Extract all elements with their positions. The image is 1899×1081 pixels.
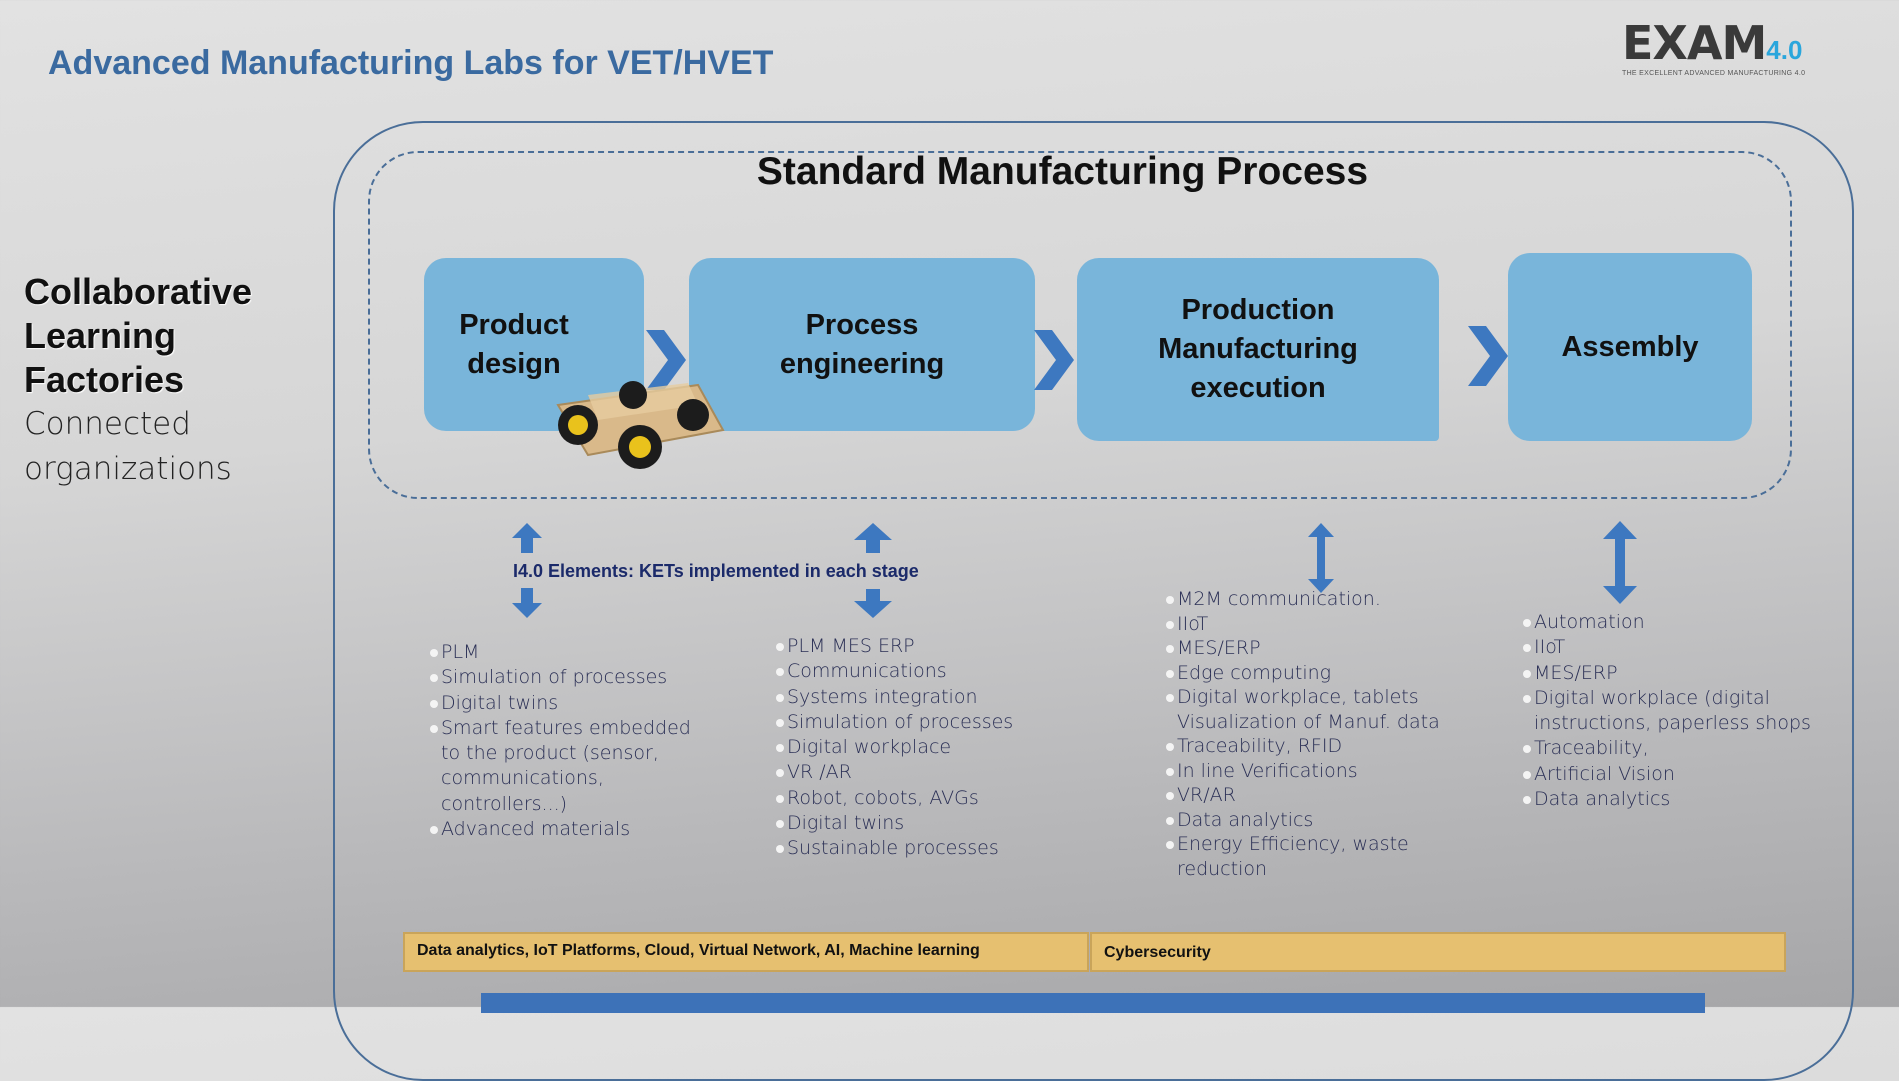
list-item: IIoT bbox=[1166, 612, 1496, 637]
process-frame bbox=[368, 151, 1792, 499]
list-item: Energy Efficiency, waste reduction bbox=[1166, 832, 1496, 881]
logo-tagline: THE EXCELLENT ADVANCED MANUFACTURING 4.0 bbox=[1622, 70, 1806, 77]
caption-line: Learning bbox=[24, 315, 177, 356]
list-item: VR/AR bbox=[1166, 783, 1496, 808]
list-item: Advanced materials bbox=[430, 817, 700, 842]
bottom-blue-bar bbox=[481, 993, 1705, 1013]
double-arrow-icon bbox=[1308, 523, 1334, 593]
list-item: In line Verifications bbox=[1166, 759, 1496, 784]
caption-line: Connected bbox=[24, 406, 191, 442]
list-item: PLM bbox=[430, 640, 700, 665]
diagram-heading: Standard Manufacturing Process bbox=[756, 150, 1369, 193]
stage-production: Production Manufacturing execution bbox=[1077, 258, 1439, 441]
ket-list-assembly: Automation IIoT MES/ERP Digital workplace (… bbox=[1523, 610, 1823, 812]
list-item: Digital twins bbox=[430, 691, 700, 716]
list-item: Systems integration bbox=[776, 685, 1056, 710]
chevron-right-icon bbox=[646, 330, 686, 390]
stage-label: Process engineering bbox=[779, 308, 945, 380]
list-item: Data analytics bbox=[1523, 787, 1823, 812]
list-item: Digital twins bbox=[776, 811, 1056, 836]
ket-list-product-design: PLM Simulation of processes Digital twins S… bbox=[430, 640, 700, 842]
kets-label: I4.0 Elements: KETs implemented in each … bbox=[513, 561, 919, 581]
list-item: IIoT bbox=[1523, 635, 1823, 660]
list-item: M2M communication. bbox=[1166, 587, 1496, 612]
list-item: Artificial Vision bbox=[1523, 762, 1823, 787]
ket-list-process-engineering: PLM MES ERP Communications Systems integra… bbox=[776, 634, 1056, 862]
list-item: Smart features embedded to the product (… bbox=[430, 716, 700, 817]
list-item: Digital workplace (digital instructions,… bbox=[1523, 686, 1823, 737]
list-item: Automation bbox=[1523, 610, 1823, 635]
double-arrow-icon bbox=[854, 523, 892, 618]
side-caption: Collaborative Learning Factories Connect… bbox=[24, 270, 252, 492]
logo-version: 4.0 bbox=[1766, 35, 1803, 65]
stage-label: Assembly bbox=[1561, 330, 1699, 363]
platforms-bar: Data analytics, IoT Platforms, Cloud, Vi… bbox=[403, 932, 1089, 972]
list-item: Edge computing bbox=[1166, 661, 1496, 686]
list-item: Robot, cobots, AVGs bbox=[776, 786, 1056, 811]
ket-list-production: M2M communication. IIoT MES/ERP Edge comput… bbox=[1166, 587, 1496, 881]
robot-car-image bbox=[556, 381, 725, 469]
double-arrow-icon bbox=[1603, 521, 1637, 604]
list-item: Simulation of processes bbox=[430, 665, 700, 690]
chevron-right-icon bbox=[1034, 330, 1074, 390]
logo-main: EXAM bbox=[1622, 16, 1767, 70]
stage-label: Product design bbox=[459, 308, 569, 380]
list-item: Digital workplace, tablets Visualization… bbox=[1166, 685, 1496, 734]
double-arrow-icon bbox=[512, 523, 542, 618]
cybersecurity-bar: Cybersecurity bbox=[1090, 932, 1786, 972]
list-item: Simulation of processes bbox=[776, 710, 1056, 735]
exam-logo: EXAM4.0 THE EXCELLENT ADVANCED MANUFACTU… bbox=[1622, 16, 1852, 77]
caption-line: organizations bbox=[24, 451, 232, 487]
list-item: MES/ERP bbox=[1523, 661, 1823, 686]
list-item: Traceability, bbox=[1523, 736, 1823, 761]
list-item: VR /AR bbox=[776, 760, 1056, 785]
chevron-right-icon bbox=[1468, 326, 1508, 386]
caption-line: Collaborative bbox=[24, 271, 253, 312]
list-item: Digital workplace bbox=[776, 735, 1056, 760]
list-item: Data analytics bbox=[1166, 808, 1496, 833]
stage-process-engineering: Process engineering bbox=[689, 258, 1035, 431]
list-item: PLM MES ERP bbox=[776, 634, 1056, 659]
page-title: Advanced Manufacturing Labs for VET/HVET bbox=[48, 44, 774, 82]
list-item: Traceability, RFID bbox=[1166, 734, 1496, 759]
stage-assembly: Assembly bbox=[1508, 253, 1752, 441]
list-item: Sustainable processes bbox=[776, 836, 1056, 861]
caption-line: Factories bbox=[24, 359, 185, 400]
list-item: MES/ERP bbox=[1166, 636, 1496, 661]
list-item: Communications bbox=[776, 659, 1056, 684]
stage-label: Production Manufacturing execution bbox=[1158, 294, 1358, 404]
